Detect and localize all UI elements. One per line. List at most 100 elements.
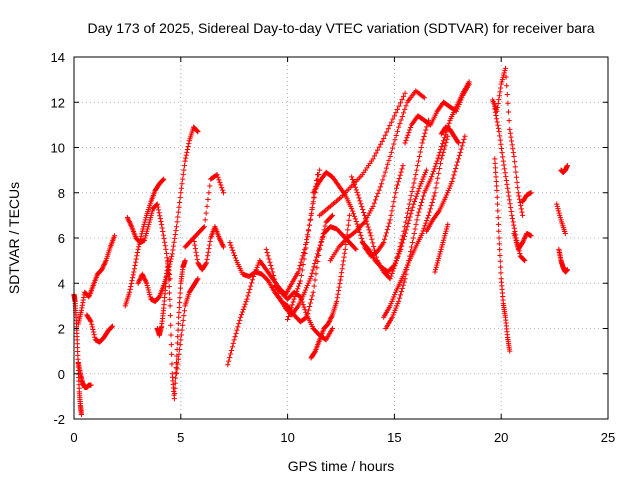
data-point <box>459 143 465 149</box>
data-point <box>513 169 519 175</box>
data-point <box>381 173 387 179</box>
data-point <box>391 262 397 268</box>
data-point <box>307 216 314 222</box>
data-point <box>394 128 401 134</box>
data-point <box>432 267 439 273</box>
data-point <box>165 258 171 264</box>
data-point <box>494 108 500 114</box>
data-point <box>417 206 423 212</box>
data-point <box>438 146 444 153</box>
data-point <box>433 161 439 167</box>
data-point <box>511 153 517 160</box>
data-point <box>396 295 403 301</box>
data-point <box>157 213 163 219</box>
data-point <box>435 155 441 161</box>
data-point <box>505 100 511 106</box>
data-point <box>161 236 167 242</box>
data-point <box>220 187 226 193</box>
data-point <box>414 217 420 223</box>
data-point <box>497 133 503 139</box>
data-point <box>405 220 411 227</box>
x-tick-label: 0 <box>70 430 77 445</box>
data-point <box>418 199 425 206</box>
data-point <box>410 235 416 241</box>
data-point <box>140 226 146 232</box>
data-point <box>382 132 388 138</box>
data-point <box>227 354 233 361</box>
data-point <box>180 317 186 324</box>
data-point <box>406 258 412 264</box>
data-point <box>502 170 508 176</box>
data-point <box>411 230 417 237</box>
data-point <box>111 233 118 239</box>
data-point <box>409 239 416 246</box>
data-point <box>161 176 167 182</box>
data-point <box>172 380 178 386</box>
data-point <box>416 209 422 215</box>
data-point <box>398 169 404 175</box>
data-point <box>492 165 499 171</box>
data-point <box>296 280 303 287</box>
data-point <box>511 225 517 231</box>
data-point <box>496 97 502 103</box>
data-point <box>425 215 431 221</box>
data-point <box>419 230 425 237</box>
data-point <box>265 253 271 259</box>
data-point <box>457 99 463 105</box>
data-point <box>141 237 148 243</box>
data-point <box>194 256 200 262</box>
data-point <box>458 146 464 152</box>
data-point <box>414 163 421 169</box>
data-point <box>180 176 186 182</box>
data-point <box>406 130 412 136</box>
data-point <box>403 227 409 233</box>
data-point <box>318 239 324 245</box>
data-point <box>300 301 306 308</box>
data-point <box>186 141 192 147</box>
data-point <box>434 180 440 186</box>
data-point <box>421 174 427 180</box>
data-point <box>416 185 422 192</box>
data-point <box>415 158 422 164</box>
data-point <box>174 219 180 225</box>
data-point <box>516 196 523 202</box>
data-point <box>503 177 509 184</box>
data-point <box>498 81 504 87</box>
data-point <box>207 183 213 189</box>
data-point <box>392 307 398 313</box>
data-point <box>390 263 397 269</box>
data-point <box>315 248 322 254</box>
data-point <box>349 205 355 212</box>
data-point <box>144 226 151 232</box>
data-point <box>202 217 208 223</box>
data-point <box>176 314 182 320</box>
data-point <box>173 375 179 381</box>
data-point <box>206 242 213 248</box>
data-point <box>412 176 418 182</box>
data-point <box>517 199 523 206</box>
data-point <box>134 249 141 256</box>
data-point <box>352 229 358 235</box>
data-point <box>494 104 501 111</box>
data-point <box>354 221 360 227</box>
data-point <box>178 332 185 338</box>
data-point <box>229 245 235 251</box>
data-point <box>362 215 369 221</box>
data-point <box>400 240 406 246</box>
data-point <box>404 135 410 141</box>
data-point <box>495 221 502 228</box>
data-point <box>429 171 436 177</box>
data-point <box>408 193 414 199</box>
data-point <box>243 299 249 305</box>
data-point <box>360 206 366 213</box>
data-point <box>144 280 150 286</box>
data-point <box>175 356 181 362</box>
data-point <box>387 153 393 160</box>
data-point <box>91 332 97 338</box>
data-point <box>228 347 235 354</box>
data-point <box>393 258 399 264</box>
data-point <box>334 298 340 304</box>
data-point <box>169 251 175 257</box>
data-point <box>428 176 434 182</box>
data-point <box>126 289 133 295</box>
